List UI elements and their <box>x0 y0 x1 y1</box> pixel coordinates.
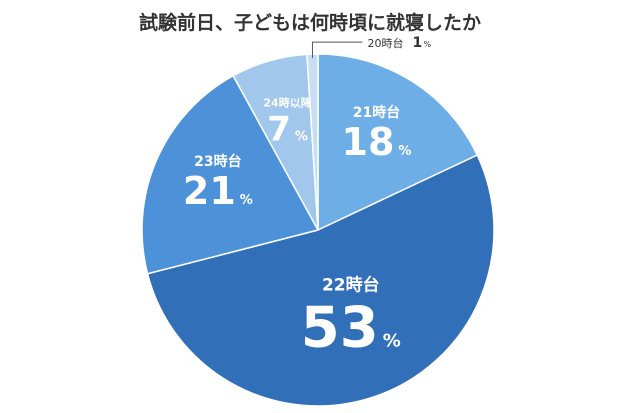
slice-label: 23時台 <box>194 153 241 170</box>
pie-slice <box>141 74 320 275</box>
slice-label: 21時台 <box>353 104 400 121</box>
slice-label: 20時台 <box>367 36 403 50</box>
slice-unit: % <box>423 40 431 49</box>
slice-value: 18% <box>342 120 412 164</box>
slice-label: 22時台 <box>322 274 380 295</box>
slice-value: 7% <box>267 110 308 150</box>
chart-title: 試験前日、子どもは何時頃に就寝したか <box>138 12 481 34</box>
slice-value: 21% <box>183 169 253 213</box>
pie-slice <box>317 53 479 232</box>
slice-value: 53% <box>301 295 401 360</box>
slice-value: 1 <box>412 35 422 51</box>
pie-slice <box>146 154 495 407</box>
slice-label: 24時以降 <box>263 96 312 110</box>
leader-line <box>311 41 363 59</box>
